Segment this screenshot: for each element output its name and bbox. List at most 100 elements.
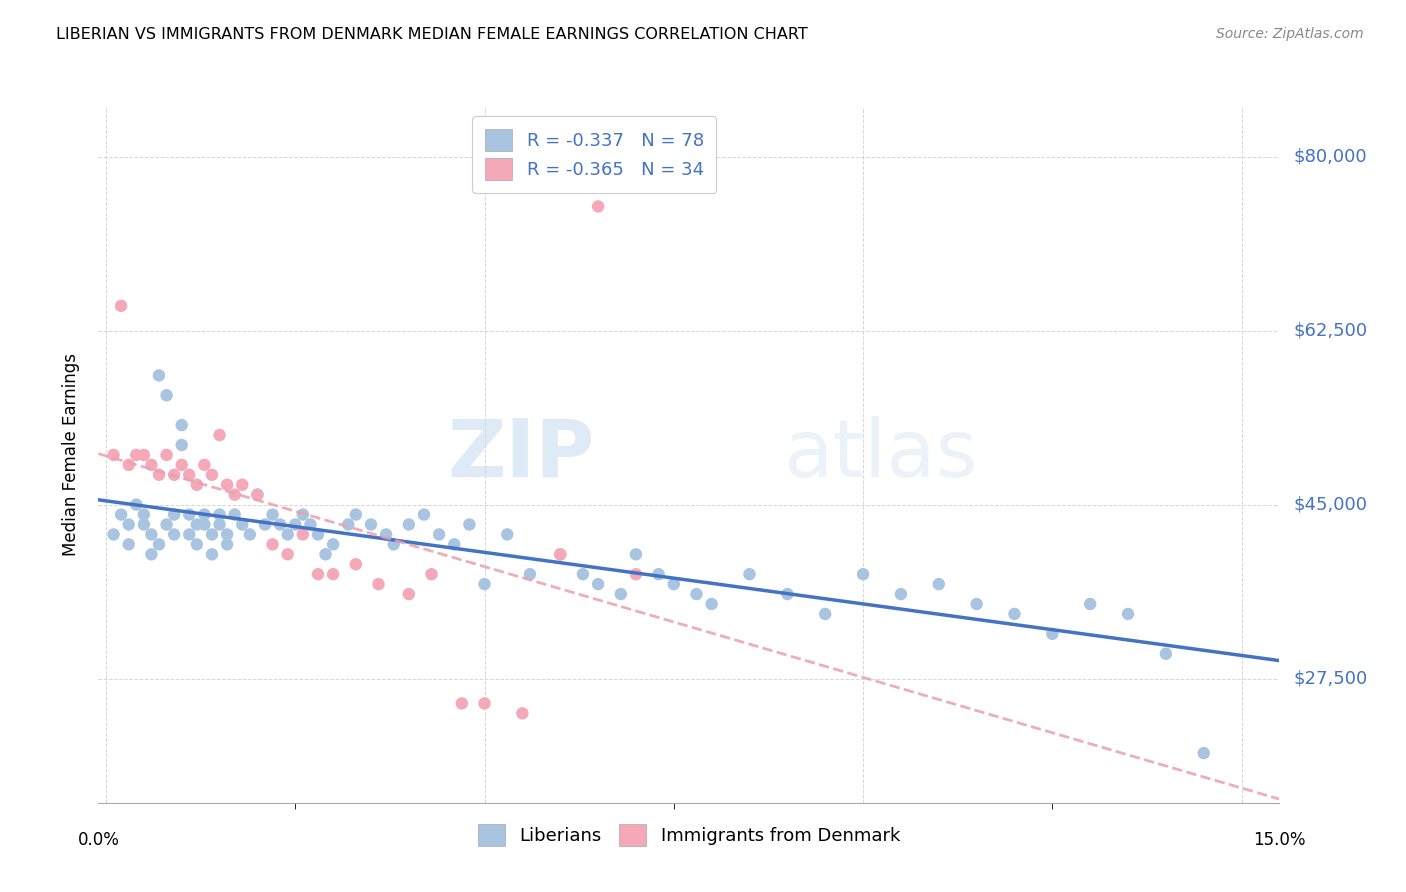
- Text: ZIP: ZIP: [447, 416, 595, 494]
- Point: [337, 517, 360, 532]
- Point: [118, 537, 141, 551]
- Point: [125, 448, 148, 462]
- Point: [624, 567, 647, 582]
- Point: [1040, 627, 1063, 641]
- Point: [132, 508, 155, 522]
- Point: [201, 467, 224, 482]
- Point: [224, 508, 246, 522]
- Point: [1116, 607, 1139, 621]
- Point: [966, 597, 988, 611]
- Point: [474, 577, 496, 591]
- Y-axis label: Median Female Earnings: Median Female Earnings: [62, 353, 80, 557]
- Point: [548, 547, 571, 561]
- Point: [246, 488, 269, 502]
- Point: [291, 508, 314, 522]
- Point: [662, 577, 685, 591]
- Point: [307, 527, 329, 541]
- Point: [474, 697, 496, 711]
- Point: [548, 547, 571, 561]
- Point: [103, 448, 125, 462]
- Point: [155, 388, 177, 402]
- Point: [344, 558, 367, 572]
- Point: [110, 508, 132, 522]
- Point: [186, 477, 208, 491]
- Point: [277, 527, 299, 541]
- Point: [277, 547, 299, 561]
- Point: [776, 587, 799, 601]
- Point: [1004, 607, 1026, 621]
- Point: [132, 517, 155, 532]
- Point: [208, 428, 231, 442]
- Point: [1192, 746, 1215, 760]
- Point: [118, 458, 141, 472]
- Point: [375, 527, 398, 541]
- Point: [217, 537, 239, 551]
- Point: [1078, 597, 1101, 611]
- Point: [738, 567, 761, 582]
- Point: [193, 517, 215, 532]
- Point: [217, 477, 239, 491]
- Point: [208, 508, 231, 522]
- Point: [179, 527, 201, 541]
- Point: [586, 577, 609, 591]
- Point: [208, 517, 231, 532]
- Legend: Liberians, Immigrants from Denmark: Liberians, Immigrants from Denmark: [467, 813, 911, 856]
- Point: [610, 587, 633, 601]
- Point: [367, 577, 389, 591]
- Point: [586, 199, 609, 213]
- Text: $80,000: $80,000: [1294, 148, 1367, 166]
- Point: [814, 607, 837, 621]
- Point: [685, 587, 707, 601]
- Point: [450, 697, 472, 711]
- Point: [170, 438, 193, 452]
- Point: [163, 467, 186, 482]
- Point: [890, 587, 912, 601]
- Point: [299, 517, 322, 532]
- Point: [179, 467, 201, 482]
- Text: atlas: atlas: [783, 416, 977, 494]
- Point: [224, 488, 246, 502]
- Point: [382, 537, 405, 551]
- Point: [103, 527, 125, 541]
- Point: [155, 517, 177, 532]
- Point: [141, 527, 163, 541]
- Text: $27,500: $27,500: [1294, 670, 1368, 688]
- Text: 15.0%: 15.0%: [1253, 830, 1306, 848]
- Point: [163, 527, 186, 541]
- Point: [148, 537, 170, 551]
- Point: [519, 567, 541, 582]
- Point: [186, 517, 208, 532]
- Point: [262, 537, 284, 551]
- Point: [231, 477, 253, 491]
- Point: [170, 458, 193, 472]
- Point: [148, 467, 170, 482]
- Point: [284, 517, 307, 532]
- Point: [186, 537, 208, 551]
- Point: [118, 517, 141, 532]
- Point: [141, 458, 163, 472]
- Point: [420, 567, 443, 582]
- Point: [163, 508, 186, 522]
- Point: [322, 537, 344, 551]
- Point: [624, 547, 647, 561]
- Point: [231, 517, 253, 532]
- Text: Source: ZipAtlas.com: Source: ZipAtlas.com: [1216, 27, 1364, 41]
- Point: [315, 547, 337, 561]
- Text: $45,000: $45,000: [1294, 496, 1368, 514]
- Point: [132, 448, 155, 462]
- Point: [291, 527, 314, 541]
- Text: $62,500: $62,500: [1294, 322, 1368, 340]
- Point: [647, 567, 669, 582]
- Point: [193, 508, 215, 522]
- Point: [427, 527, 450, 541]
- Text: 0.0%: 0.0%: [77, 830, 120, 848]
- Text: LIBERIAN VS IMMIGRANTS FROM DENMARK MEDIAN FEMALE EARNINGS CORRELATION CHART: LIBERIAN VS IMMIGRANTS FROM DENMARK MEDI…: [56, 27, 808, 42]
- Point: [458, 517, 481, 532]
- Point: [125, 498, 148, 512]
- Point: [110, 299, 132, 313]
- Point: [572, 567, 595, 582]
- Point: [398, 587, 420, 601]
- Point: [179, 508, 201, 522]
- Point: [443, 537, 465, 551]
- Point: [193, 458, 215, 472]
